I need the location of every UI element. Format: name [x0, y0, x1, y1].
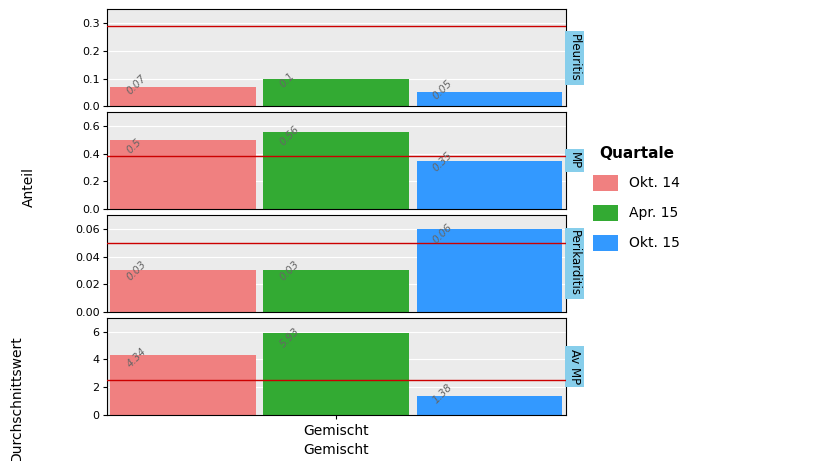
- Text: MP: MP: [568, 152, 581, 169]
- Text: Av MP: Av MP: [568, 349, 581, 384]
- Bar: [111, 140, 256, 209]
- Text: Durchschnittswert: Durchschnittswert: [9, 336, 24, 461]
- Text: Perikarditis: Perikarditis: [568, 230, 581, 296]
- Text: 0.03: 0.03: [124, 259, 148, 283]
- Legend: Okt. 14, Apr. 15, Okt. 15: Okt. 14, Apr. 15, Okt. 15: [592, 146, 680, 251]
- Bar: [263, 271, 409, 312]
- Bar: [263, 78, 409, 106]
- Bar: [416, 229, 561, 312]
- Bar: [416, 396, 561, 415]
- Text: 0.5: 0.5: [124, 136, 143, 155]
- Text: Pleuritis: Pleuritis: [568, 34, 581, 82]
- Bar: [263, 333, 409, 415]
- Text: Anteil: Anteil: [21, 167, 36, 207]
- Text: 1.38: 1.38: [431, 382, 454, 405]
- Text: 0.06: 0.06: [431, 223, 454, 246]
- Text: 0.05: 0.05: [431, 78, 454, 101]
- Text: 0.1: 0.1: [278, 70, 296, 89]
- X-axis label: Gemischt: Gemischt: [303, 443, 369, 457]
- Bar: [111, 87, 256, 106]
- Bar: [111, 355, 256, 415]
- Text: 0.56: 0.56: [278, 124, 301, 148]
- Bar: [416, 160, 561, 209]
- Text: 0.35: 0.35: [431, 150, 454, 173]
- Text: 0.03: 0.03: [278, 259, 301, 283]
- Bar: [416, 92, 561, 106]
- Bar: [111, 271, 256, 312]
- Text: 0.07: 0.07: [124, 73, 148, 96]
- Bar: [263, 131, 409, 209]
- Text: 5.93: 5.93: [278, 326, 301, 349]
- Text: 4.34: 4.34: [124, 346, 148, 369]
